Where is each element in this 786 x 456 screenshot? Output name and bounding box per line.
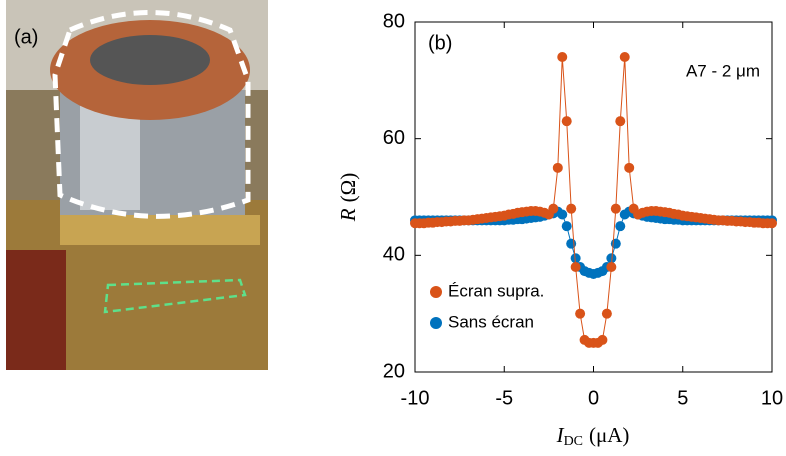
data-point (566, 238, 577, 249)
legend-marker (430, 286, 442, 298)
data-point (566, 203, 577, 214)
data-point (610, 203, 621, 214)
panel-label: (b) (428, 32, 452, 54)
data-point (597, 334, 608, 345)
legend-marker (430, 317, 442, 329)
data-point (561, 116, 572, 127)
x-tick-label: 0 (588, 387, 599, 409)
data-point (557, 52, 568, 62)
panel-label: (a) (14, 26, 38, 48)
y-tick-label: 40 (383, 244, 405, 266)
x-tick-label: -5 (495, 387, 513, 409)
data-point (610, 238, 621, 249)
data-point (552, 162, 563, 173)
y-axis-label: R (Ω) (336, 173, 360, 222)
data-point (615, 221, 626, 232)
y-tick-label: 60 (383, 127, 405, 149)
photo-plate (60, 215, 260, 245)
chart: (b) A7 - 2 μm IDC (μA) R (Ω) 20 40 60 80 -10 -5… (336, 10, 783, 449)
x-label-unit: (μA) (589, 423, 629, 447)
x-tick-label: 10 (761, 387, 783, 409)
x-label-subscript: DC (564, 434, 583, 449)
y-label-unit: (Ω) (336, 173, 360, 203)
data-point (570, 262, 581, 272)
photo-dark-top (90, 35, 210, 85)
data-point (561, 221, 572, 232)
annotation: A7 - 2 μm (686, 61, 760, 80)
data-point (606, 253, 617, 264)
data-point (557, 209, 568, 220)
data-point (624, 162, 635, 173)
legend-label: Écran supra. (448, 281, 544, 300)
x-tick-label: 5 (677, 387, 688, 409)
data-point (606, 262, 617, 272)
photo-wires (6, 250, 66, 370)
y-tick-label: 20 (383, 360, 405, 382)
y-label-symbol: R (336, 208, 360, 222)
data-point (570, 253, 581, 264)
legend-label: Sans écran (448, 312, 534, 331)
x-axis-label: IDC (μA) (556, 423, 630, 449)
y-tick-label: 80 (383, 10, 405, 32)
photo: (a) (6, 0, 268, 370)
data-point (767, 218, 777, 229)
data-point (615, 116, 626, 127)
x-tick-label: -10 (401, 387, 430, 409)
data-point (548, 203, 559, 214)
photo-outline-white (52, 10, 251, 219)
data-point (601, 308, 612, 319)
photo-outline-green (103, 278, 247, 314)
data-point (619, 52, 630, 62)
x-label-symbol: I (556, 423, 565, 447)
data-point (575, 308, 586, 319)
